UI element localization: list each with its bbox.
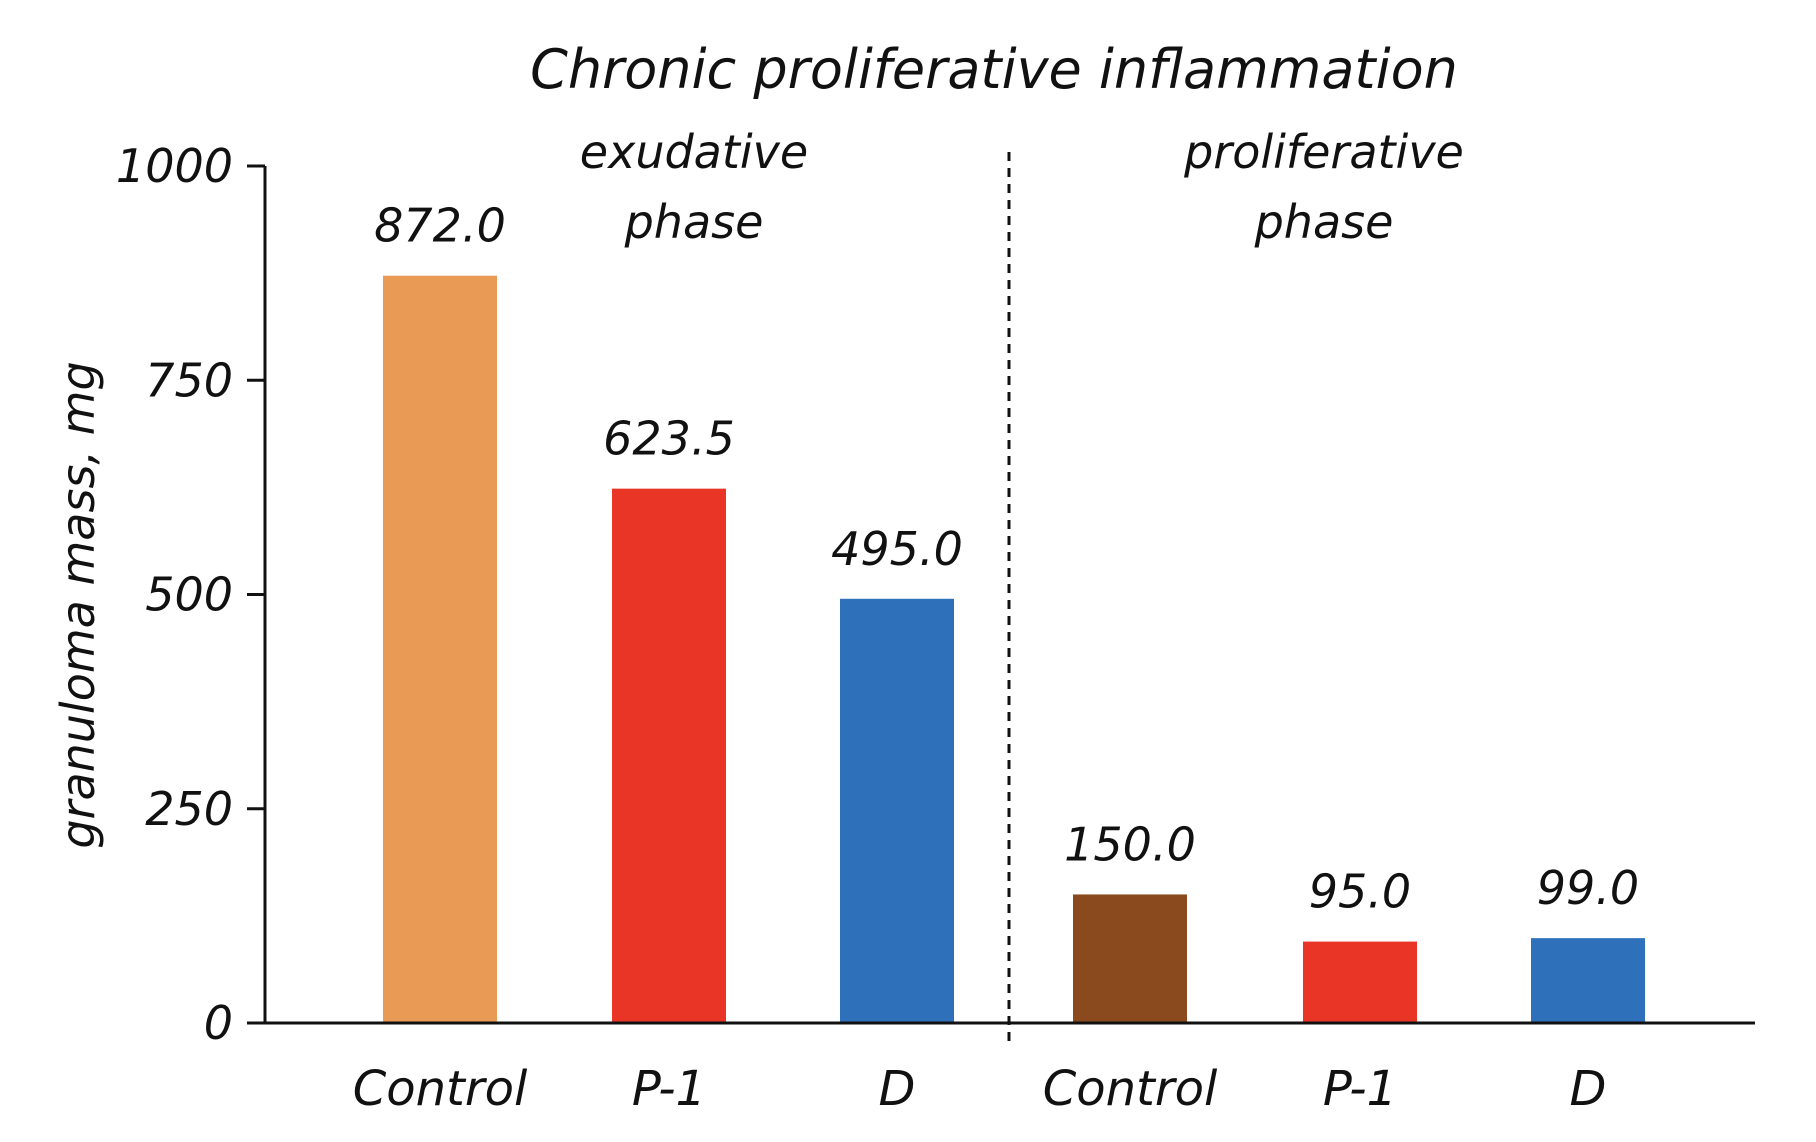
- x-category-label: P-1: [1323, 1061, 1397, 1117]
- bar: [1531, 938, 1645, 1023]
- x-category-label: Control: [1043, 1061, 1218, 1117]
- bar: [383, 275, 497, 1023]
- phase-label: proliferative: [1183, 125, 1464, 179]
- bar: [1303, 941, 1417, 1023]
- x-category-label: D: [879, 1061, 916, 1117]
- phase-label: phase: [624, 195, 764, 249]
- y-tick-label: 250: [145, 782, 233, 836]
- data-label: 495.0: [831, 522, 963, 576]
- x-category-label: D: [1570, 1061, 1607, 1117]
- bar: [840, 598, 954, 1023]
- phase-label: exudative: [580, 125, 808, 179]
- x-category-label: Control: [353, 1061, 528, 1117]
- data-label: 872.0: [374, 199, 506, 253]
- bar: [612, 488, 726, 1023]
- chart-title: Chronic proliferative inflammation: [530, 38, 1458, 101]
- data-label: 623.5: [603, 412, 735, 466]
- y-tick-label: 500: [145, 568, 233, 622]
- y-tick-label: 0: [204, 996, 233, 1050]
- data-label: 99.0: [1537, 861, 1639, 915]
- y-axis-label: granuloma mass, mg: [51, 361, 105, 848]
- bar: [1073, 894, 1187, 1023]
- y-tick-label: 750: [145, 353, 233, 407]
- y-tick-label: 1000: [116, 139, 233, 193]
- data-label: 150.0: [1064, 817, 1196, 871]
- phase-label: phase: [1254, 195, 1394, 249]
- x-category-label: P-1: [632, 1061, 706, 1117]
- data-label: 95.0: [1309, 865, 1411, 919]
